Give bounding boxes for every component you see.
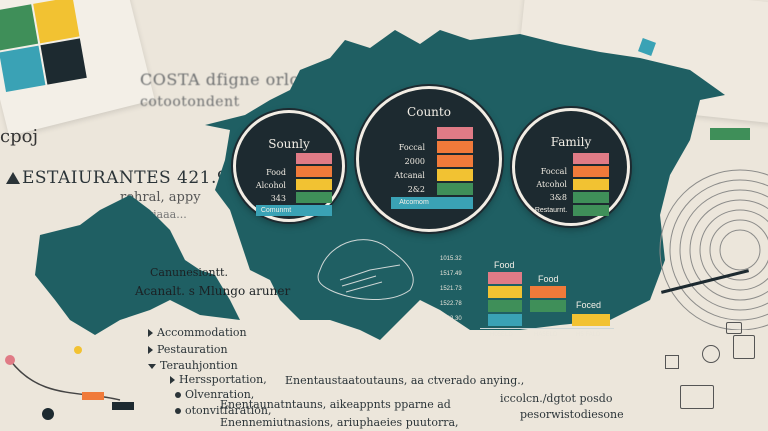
alert-icon [6, 172, 20, 184]
y-tick: 1517.49 [440, 271, 462, 277]
bar-pink [488, 272, 522, 284]
bar-pink [437, 127, 473, 139]
concentric-arcs [659, 169, 768, 330]
row-label: Foccal [398, 143, 425, 152]
x-label: HA5ELD [534, 332, 558, 338]
document-icon [726, 322, 742, 334]
list-item: Accommodation [148, 326, 247, 339]
hand-sketch [317, 239, 414, 300]
row-label: 2&2 [407, 185, 425, 194]
row-label: Restaurnt. [534, 207, 568, 214]
row-label: 3&8 [549, 193, 567, 202]
connector-graphic [5, 346, 134, 420]
bar-yellow [296, 179, 332, 190]
row-label: Foccal [540, 167, 567, 176]
list-item: otonvitfaration, [175, 404, 272, 417]
row-label: Atcanal [394, 171, 425, 180]
row-label: 343 [270, 194, 286, 203]
row-label: Alcohol [255, 181, 286, 190]
lower-chart: 1015.32 1517.49 1521.73 1522.78 1523.30 … [430, 252, 620, 342]
flag-icon [665, 355, 679, 369]
clock-icon [702, 345, 720, 363]
west-map-region [35, 195, 240, 335]
list-item: Herssportation, [170, 373, 267, 386]
right-note-2: pesorwistodiesone [520, 408, 624, 421]
bar-green [437, 183, 473, 195]
left-heading: ESTAIURANTES 421.9... [22, 168, 246, 188]
y-tick: 1523.30 [440, 316, 462, 322]
bar-cyan [256, 205, 332, 216]
infographic-circle-family: Family Foccal Atcohol 3&8 Restaurnt. [512, 108, 630, 226]
teal-badge [710, 128, 750, 140]
circle-title: Family [550, 135, 592, 149]
bar-orange [530, 286, 566, 298]
group-label: Food [538, 274, 559, 284]
group-label: Food [494, 260, 515, 270]
y-tick: 1521.73 [440, 286, 462, 292]
bar-yellow [572, 314, 610, 326]
list-item: Terauhjontion [148, 359, 238, 372]
bar-green [488, 300, 522, 312]
row-label: Atcohol [536, 180, 567, 189]
bar-orange [573, 166, 609, 177]
bar-yellow [437, 169, 473, 181]
x-label: H05ELD [490, 332, 513, 338]
circle-title: Counto [407, 105, 451, 119]
bar-cyan [488, 314, 522, 326]
row-label: Food [266, 168, 286, 177]
group-label: Foced [576, 300, 602, 310]
bar-orange [437, 141, 473, 153]
bar-green [573, 192, 609, 203]
calendar-icon [733, 335, 755, 359]
paragraph-line-3: Enennemiutnasions, ariuphaeies puutorra, [220, 416, 459, 429]
circle-title: Sounly [268, 137, 310, 151]
bar-pink [296, 153, 332, 164]
table-icon [680, 385, 714, 409]
x-label: H5 FALD [576, 332, 601, 338]
row-label: Comunmt [260, 207, 292, 214]
map-note-1: Canunesiontt. [150, 266, 228, 279]
bar-orange-2 [437, 155, 473, 167]
y-tick: 1522.78 [440, 301, 462, 307]
left-subheading-1: rohral, appy [120, 190, 201, 205]
blurred-header-line-2: cotootondent [140, 94, 240, 110]
bar-green [530, 300, 566, 312]
list-item: Olvenration, [175, 388, 254, 401]
row-label: Atcomom [399, 199, 429, 206]
left-fragment: cpoj [0, 126, 39, 147]
right-note-1: iccolcn./dgtot posdo [500, 392, 613, 405]
y-tick: 1015.32 [440, 256, 462, 262]
bar-yellow [488, 286, 522, 298]
map-note-2: Acanalt. s Mlungo aruner [135, 284, 291, 298]
bar-green [296, 192, 332, 203]
bar-orange [296, 166, 332, 177]
x-axis [480, 328, 614, 329]
row-label: 2000 [404, 157, 425, 166]
infographic-circle-counto: Counto Foccal 2000 Atcanal 2&2 Atcomom [356, 86, 502, 232]
bar-green-2 [573, 205, 609, 216]
paragraph-line-1: Enentaustaatoutauns, aa ctverado anying.… [285, 374, 525, 387]
infographic-circle-sounly: Sounly Food Alcohol 343 Comunmt [233, 110, 345, 222]
list-item: Pestauration [148, 343, 228, 356]
bar-yellow [573, 179, 609, 190]
bar-pink [573, 153, 609, 164]
bar-cyan [391, 197, 473, 209]
paragraph-line-2: Enentaunatntauns, aikeappnts pparne ad [220, 398, 451, 411]
